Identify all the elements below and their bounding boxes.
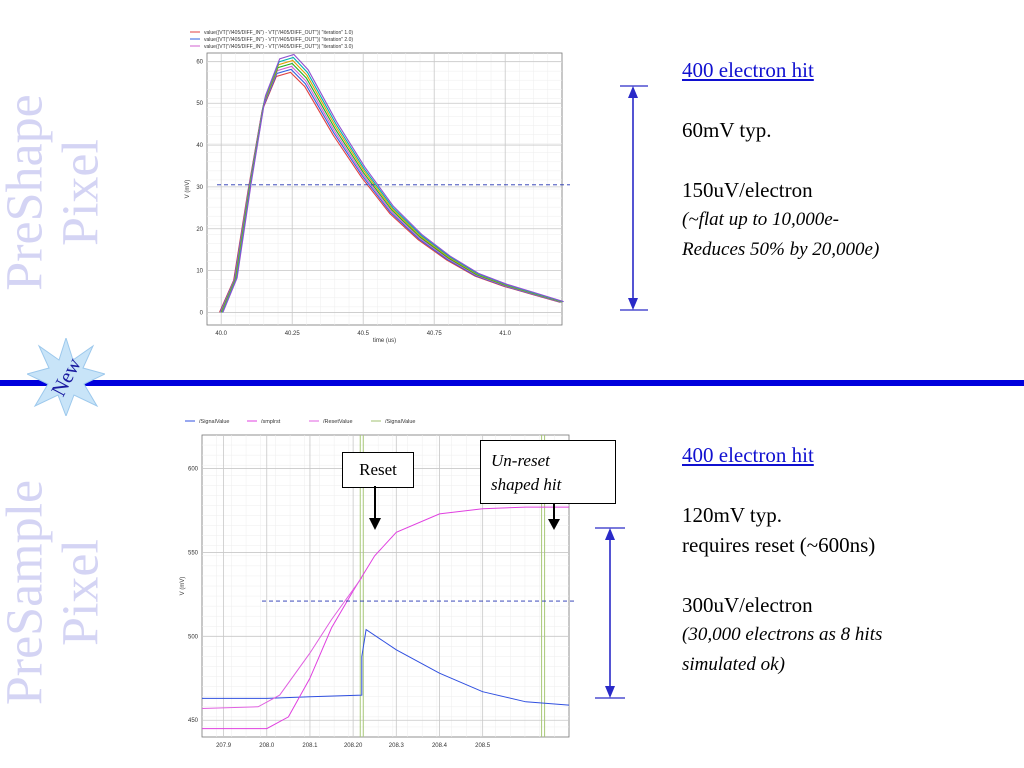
legend-entry: /SignalValue [385,419,415,425]
y-tick-label: 600 [188,467,199,473]
legend-entry: /smplrst [261,419,281,425]
side-title-line: Pixel [52,139,110,246]
y-axis-label: V (mV) [185,180,191,199]
y-tick-label: 550 [188,550,199,556]
x-tick-label: 40.25 [285,331,301,337]
callout-line: Un-reset [491,451,550,470]
reset-callout: Reset [342,452,414,488]
legend-entry: value((VT("/I405/DIFF_IN") - VT("/I405/D… [204,37,353,43]
y-tick-label: 20 [196,227,203,233]
amplitude-arrow-top [620,85,648,311]
notes-italic: Reduces 50% by 20,000e) [682,239,880,260]
series-line [222,53,564,313]
presample-notes: 400 electron hit 120mV typ. requires res… [682,440,1012,680]
x-tick-label: 208.20 [344,743,363,749]
x-tick-label: 41.0 [499,331,511,337]
side-title-line: PreSample [0,479,54,706]
y-tick-label: 500 [188,634,199,640]
x-tick-label: 40.0 [215,331,227,337]
x-axis-label: time (us) [373,338,396,344]
notes-heading-link[interactable]: 400 electron hit [682,58,814,82]
new-star-badge: New [27,338,105,416]
unreset-callout: Un-reset shaped hit [480,440,616,504]
legend-entry: value((VT("/I405/DIFF_IN") - VT("/I405/D… [204,44,353,50]
x-tick-label: 208.5 [475,743,491,749]
star-burst-icon [27,338,105,416]
notes-line: 60mV typ. [682,118,772,142]
side-title-line: PreShape [0,94,54,291]
amplitude-arrow-bottom [595,527,625,699]
side-title-presample: PreSample Pixel [0,448,113,738]
notes-italic: (~flat up to 10,000e- [682,209,839,230]
x-tick-label: 207.9 [216,743,232,749]
y-axis-label: V (mV) [180,577,186,596]
chart-legend: /SignalValue/smplrst/ResetValue/SignalVa… [185,419,415,425]
x-tick-label: 40.75 [427,331,443,337]
legend-entry: /ResetValue [323,419,353,425]
notes-line: 300uV/electron [682,593,813,617]
preshape-waveform-chart: value((VT("/I405/DIFF_IN") - VT("/I405/D… [185,30,570,344]
notes-line: requires reset (~600ns) [682,533,876,557]
x-tick-label: 40.5 [357,331,369,337]
series-line [202,628,570,706]
notes-line: 150uV/electron [682,178,813,202]
preshape-notes: 400 electron hit 60mV typ. 150uV/electro… [682,55,1012,265]
side-title-line: Pixel [52,539,110,646]
series-line [202,506,569,730]
x-tick-label: 208.4 [432,743,448,749]
y-tick-label: 50 [196,101,203,107]
x-tick-label: 208.3 [389,743,405,749]
x-tick-label: 208.1 [302,743,318,749]
y-tick-label: 40 [196,143,203,149]
series-line [201,577,363,709]
section-divider [0,380,1024,386]
y-tick-label: 450 [188,718,199,724]
unreset-pointer-arrow [548,504,560,530]
notes-heading-link[interactable]: 400 electron hit [682,443,814,467]
side-title-preshape: PreShape Pixel [0,93,113,293]
legend-entry: value((VT("/I405/DIFF_IN") - VT("/I405/D… [204,30,353,36]
legend-entry: /SignalValue [199,419,229,425]
y-tick-label: 0 [200,310,204,316]
x-tick-label: 208.0 [259,743,275,749]
y-tick-label: 10 [196,269,203,275]
callout-line: shaped hit [491,475,562,494]
chart-legend: value((VT("/I405/DIFF_IN") - VT("/I405/D… [190,30,353,50]
notes-italic: (30,000 electrons as 8 hits [682,624,883,645]
y-tick-label: 60 [196,59,203,65]
notes-italic: simulated ok) [682,654,785,675]
reset-pointer-arrow [369,486,381,530]
notes-line: 120mV typ. [682,503,782,527]
y-tick-label: 30 [196,185,203,191]
